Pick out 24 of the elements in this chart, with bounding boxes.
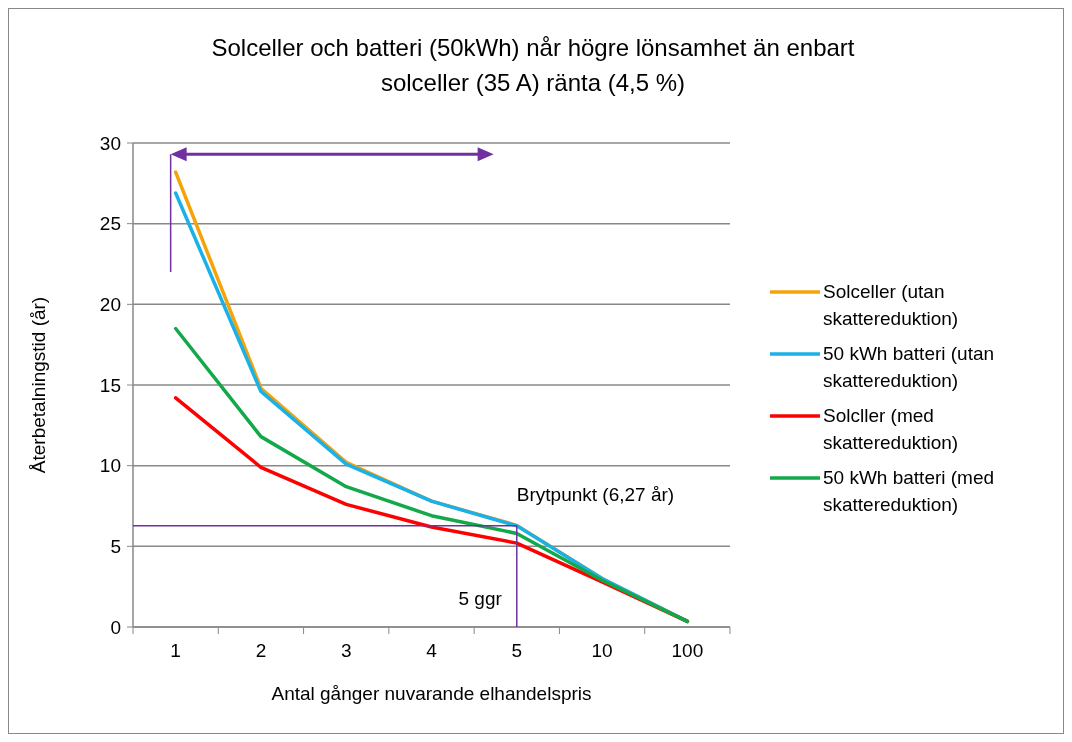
legend-label: 50 kWh batteri (utan skattereduktion) — [823, 343, 995, 391]
x-tick-label: 100 — [671, 640, 704, 661]
x-axis-title: Antal gånger nuvarande elhandelspris — [271, 683, 592, 704]
chart-title: Solceller och batteri (50kWh) når högre lönsamhet än enbart solceller (35 A) ränta (4,5 %) — [211, 34, 855, 96]
y-tick-label: 15 — [99, 374, 121, 396]
y-tick-label: 5 — [110, 535, 121, 557]
x-tick-label: 5 — [511, 640, 523, 661]
y-tick-label: 0 — [110, 616, 121, 638]
x-tick-label: 10 — [591, 640, 613, 661]
y-tick-label: 10 — [99, 455, 121, 477]
annotation: Brytpunkt (6,27 år) — [516, 483, 675, 505]
line-series — [173, 326, 690, 624]
y-tick-label: 25 — [99, 213, 121, 235]
legend-label: 50 kWh batteri (med skattereduktion) — [823, 467, 995, 515]
y-axis-title: Återbetalningstid (år) — [28, 296, 49, 474]
legend-label: Solceller (utan skattereduktion) — [823, 281, 959, 329]
x-tick-label: 2 — [255, 640, 267, 661]
y-tick-label: 30 — [99, 132, 121, 154]
y-tick-label: 20 — [99, 293, 121, 315]
x-tick-label: 1 — [170, 640, 181, 661]
x-tick-label: 4 — [426, 640, 438, 661]
x-tick-label: 3 — [340, 640, 352, 661]
annotation: 5 ggr — [458, 588, 503, 609]
legend-label: Solcller (med skattereduktion) — [823, 405, 959, 453]
